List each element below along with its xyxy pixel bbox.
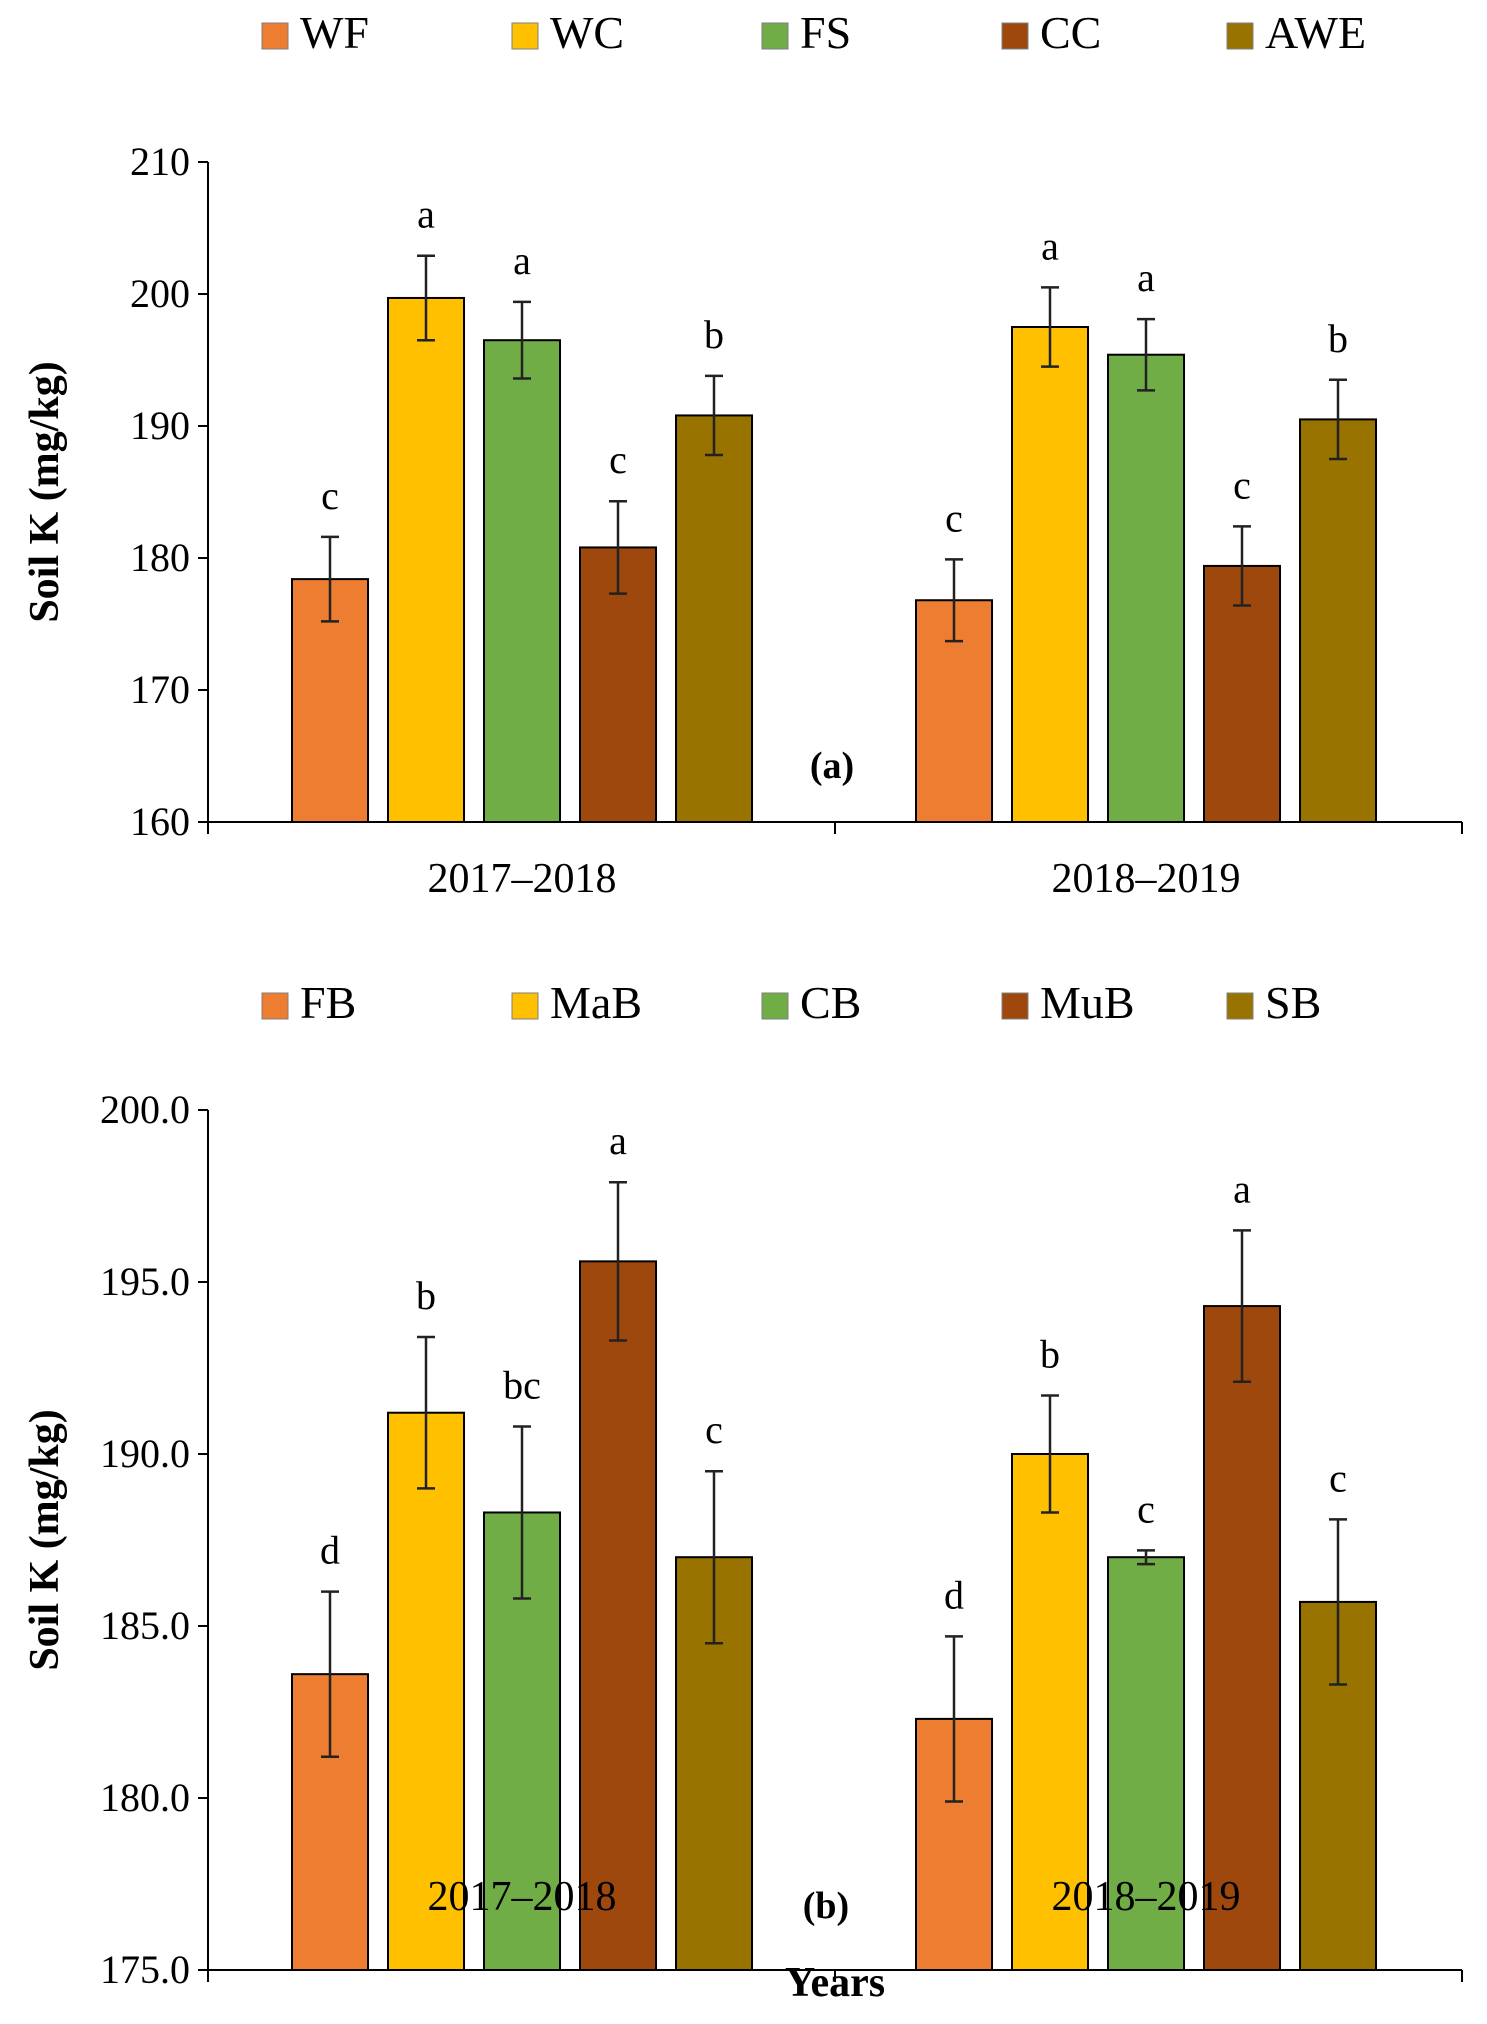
significance-letter: a [609,1118,627,1163]
significance-letter: c [321,473,339,518]
bar-awe-1 [1299,418,1377,823]
bar-fb-0 [291,1673,369,1972]
y-tick-label: 210 [130,139,190,184]
bar-awe-0 [675,414,753,823]
legend-swatch-wf [261,22,289,50]
chart-panel-a: WF WC FS CC AWE 160 170 180 190 200 210 c a a c b 2017–2… [22,7,1463,902]
y-tick-label: 190.0 [100,1431,190,1476]
legend-label-mab: MaB [550,977,642,1028]
legend-label-cc: CC [1040,7,1101,58]
bar-mab-0 [387,1411,465,1971]
bar-wf-1 [915,599,993,823]
bar-fs-0 [483,339,561,823]
legend-label-mub: MuB [1040,977,1135,1028]
y-tick-label: 180.0 [100,1775,190,1820]
significance-letter: b [1328,316,1348,361]
legend-swatch-cc [1001,22,1029,50]
bar-cb-1 [1107,1556,1185,1971]
y-tick-label: 180 [130,535,190,580]
x-category-label: 2017–2018 [428,856,617,902]
legend-label-fs: FS [800,7,851,58]
y-axis-title: Soil K (mg/kg) [22,1409,68,1670]
significance-letter: a [1137,255,1155,300]
legend-label-cb: CB [800,977,861,1028]
significance-letter: d [944,1572,964,1617]
significance-letter: c [945,495,963,540]
bar-fs-1 [1107,353,1185,823]
bar-wc-0 [387,296,465,823]
legend-swatch-fs [761,22,789,50]
legend-swatch-awe [1226,22,1254,50]
legend-label-fb: FB [300,977,356,1028]
x-category-label: 2018–2019 [1052,1874,1241,1920]
x-category-label: 2017–2018 [428,1874,617,1920]
significance-letter: b [1040,1332,1060,1377]
legend-label-wf: WF [300,7,369,58]
x-axis-title: Years [785,1960,885,2006]
significance-letter: bc [503,1362,541,1407]
legend-label-sb: SB [1265,977,1321,1028]
chart-panel-b: FB MaB CB MuB SB 175.0 180.0 185.0 190.0 195.0 200… [22,977,1463,2006]
panel-label: (a) [810,745,854,787]
significance-letter: b [704,312,724,357]
significance-letter: a [513,238,531,283]
bar-mub-1 [1203,1305,1281,1971]
significance-letter: a [417,192,435,237]
y-tick-label: 195.0 [100,1259,190,1304]
significance-letter: b [416,1273,436,1318]
legend-swatch-mub [1001,992,1029,1020]
bar-wc-1 [1011,326,1089,823]
bar-cc-1 [1203,564,1281,823]
legend-swatch-sb [1226,992,1254,1020]
y-axis-title: Soil K (mg/kg) [22,361,68,622]
y-tick-label: 185.0 [100,1603,190,1648]
y-tick-label: 200.0 [100,1087,190,1132]
y-tick-label: 190 [130,403,190,448]
legend-swatch-fb [261,992,289,1020]
legend-swatch-mab [511,992,539,1020]
significance-letter: a [1233,1166,1251,1211]
legend-label-awe: AWE [1265,7,1366,58]
significance-letter: d [320,1528,340,1573]
y-tick-label: 200 [130,271,190,316]
bar-mab-1 [1011,1453,1089,1971]
bar-mub-0 [579,1260,657,1971]
significance-letter: c [1329,1455,1347,1500]
significance-letter: c [1233,462,1251,507]
legend-label-wc: WC [550,7,624,58]
x-category-label: 2018–2019 [1052,856,1241,902]
legend-swatch-cb [761,992,789,1020]
significance-letter: a [1041,223,1059,268]
y-tick-label: 175.0 [100,1947,190,1992]
y-tick-label: 170 [130,667,190,712]
y-tick-label: 160 [130,799,190,844]
significance-letter: c [609,437,627,482]
legend-swatch-wc [511,22,539,50]
significance-letter: c [705,1407,723,1452]
panel-label: (b) [803,1885,849,1927]
significance-letter: c [1137,1486,1155,1531]
